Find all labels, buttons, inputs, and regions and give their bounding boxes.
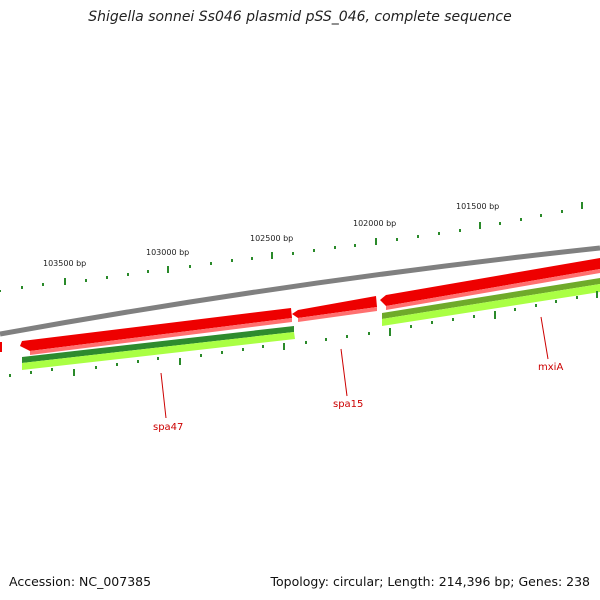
cds-track-right <box>382 278 600 326</box>
outer-tick-row <box>0 202 583 292</box>
gene-label-mxiA: mxiA <box>538 362 563 373</box>
tick-label-103500: 103500 bp <box>43 259 86 268</box>
spa15-pointer <box>340 348 348 397</box>
map-title: Shigella sonnei Ss046 plasmid pSS_046, c… <box>88 9 512 25</box>
tick-label-101500: 101500 bp <box>456 202 499 211</box>
tick-label-103000: 103000 bp <box>146 248 189 257</box>
spa47-pointer <box>160 372 167 419</box>
accession-label: Accession: NC_007385 <box>9 574 152 589</box>
inner-tick-row <box>9 291 598 377</box>
forward-gene-spa15 <box>292 296 377 322</box>
tick-label-102500: 102500 bp <box>250 234 293 243</box>
topology-summary: Topology: circular; Length: 214,396 bp; … <box>270 574 591 589</box>
forward-gene-mxiA <box>380 258 600 310</box>
tick-label-102000: 102000 bp <box>353 219 396 228</box>
gene-label-spa15: spa15 <box>333 399 363 410</box>
mxiA-pointer <box>540 316 549 360</box>
cds-track-left <box>22 326 295 370</box>
backbone-arc <box>0 245 600 337</box>
gene-label-spa47: spa47 <box>153 422 183 433</box>
forward-gene-spa47-region <box>0 308 292 355</box>
